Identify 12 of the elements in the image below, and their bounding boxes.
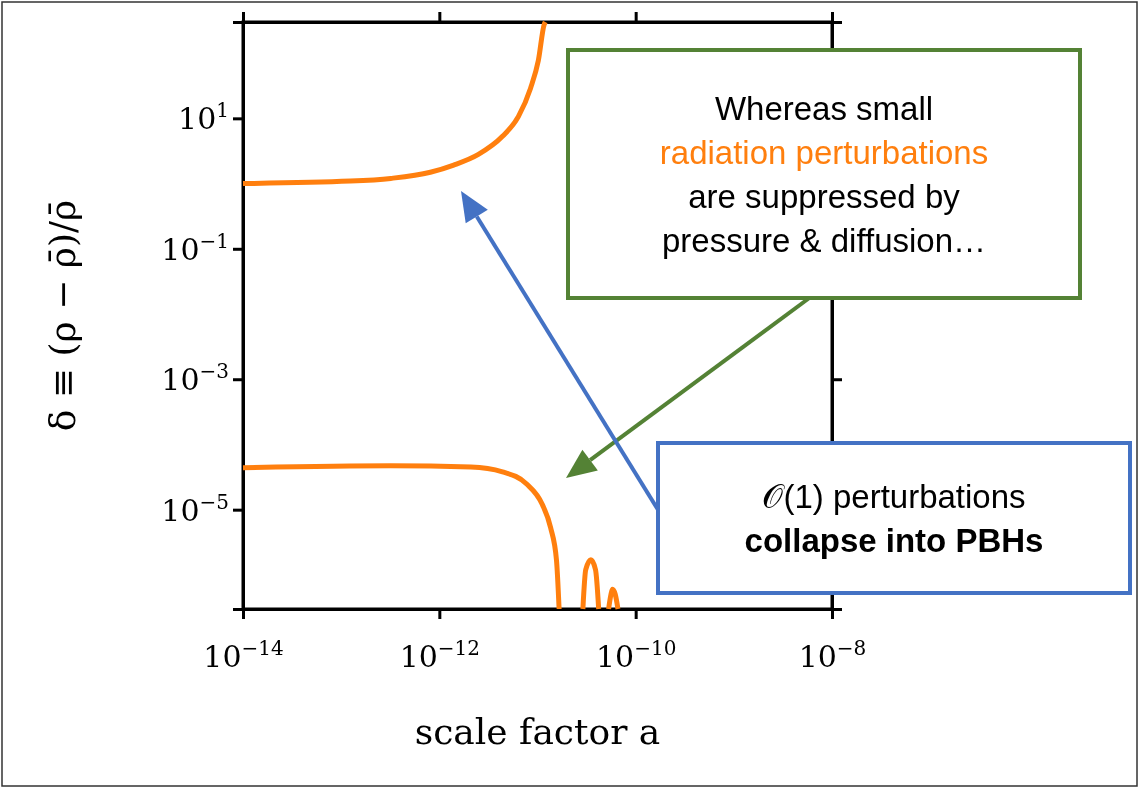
x-tick-label: 10$^{−8}$ xyxy=(798,636,867,674)
y-tick-label: 10$^{−5}$ xyxy=(161,489,229,528)
x-axis-title: scale factor a xyxy=(414,711,661,752)
x-tick-label: 10$^{−12}$ xyxy=(399,636,481,674)
y-tick-label: 10$^{1}$ xyxy=(178,98,229,137)
y-tick-label: 10$^{−3}$ xyxy=(161,359,229,398)
x-tick-label: 10$^{−10}$ xyxy=(595,636,677,674)
y-tick-label: 10$^{−1}$ xyxy=(161,228,229,267)
annotation: Whereas small radiation perturbations are suppressed by pressure & diffusion… xyxy=(659,89,989,259)
y-axis-title: δ ≡ (ρ − ρ̄)/ρ̄ xyxy=(42,199,83,432)
annotation: 𝒪(1) perturbations collapse into PBHs xyxy=(744,477,1044,559)
x-tick-label: 10$^{−14}$ xyxy=(203,636,284,674)
